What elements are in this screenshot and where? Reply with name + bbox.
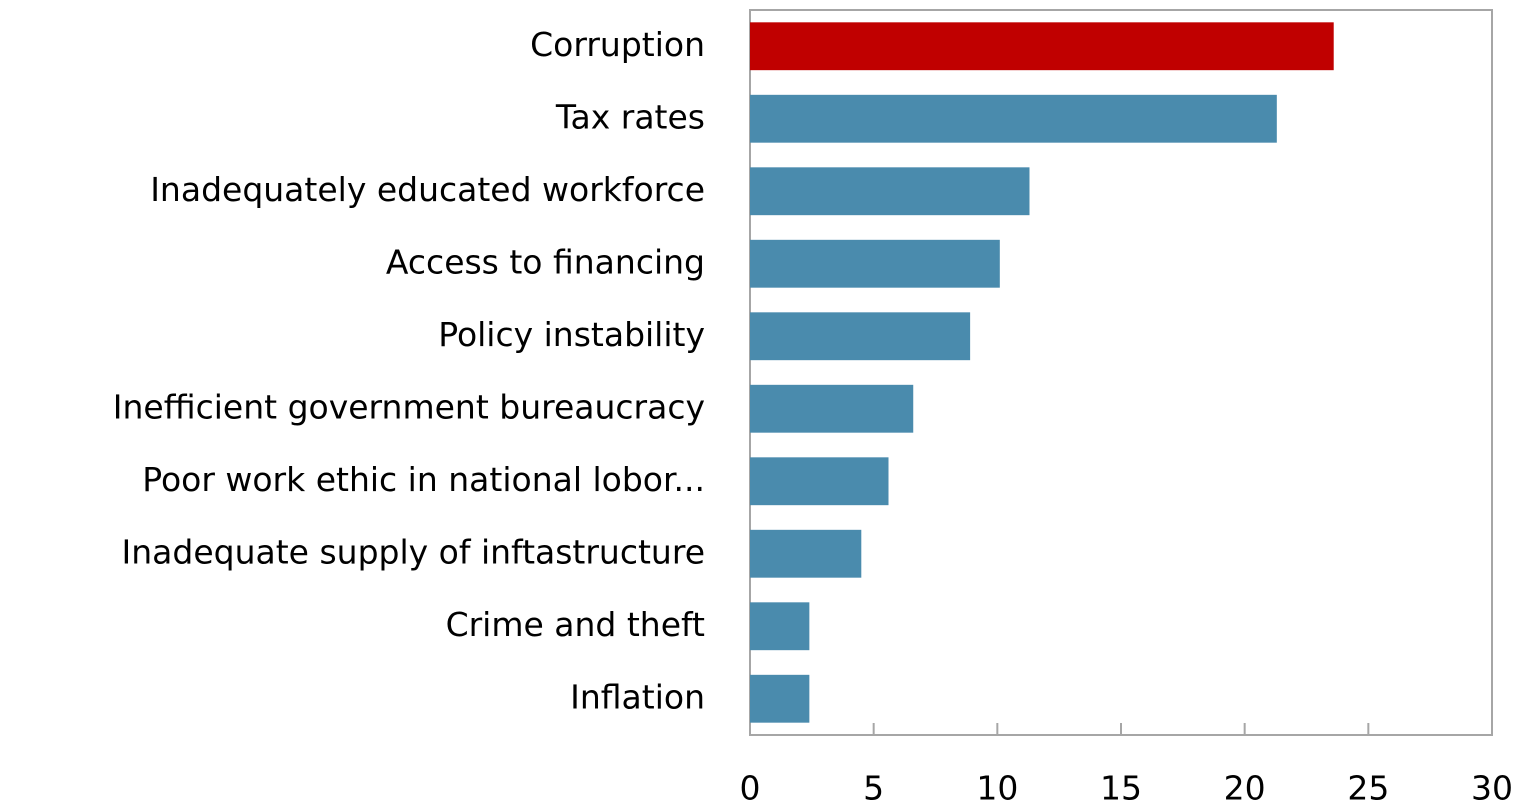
x-tick-label: 5 — [863, 769, 884, 804]
bar — [750, 529, 862, 578]
bar — [750, 312, 971, 361]
bar — [750, 674, 810, 723]
x-tick-label: 30 — [1471, 769, 1513, 804]
bar — [750, 384, 914, 433]
bar — [750, 94, 1277, 143]
x-tick-label: 15 — [1100, 769, 1142, 804]
bar — [750, 602, 810, 651]
bar — [750, 457, 889, 506]
y-tick-label: Policy instability — [438, 315, 705, 354]
y-tick-label: Inefficient government bureaucracy — [113, 387, 705, 426]
y-tick-label: Poor work ethic in national lobor... — [142, 460, 705, 499]
x-tick-label: 10 — [976, 769, 1018, 804]
y-tick-label: Inadequately educated workforce — [150, 170, 705, 209]
y-tick-label: Access to financing — [386, 242, 705, 281]
y-tick-label: Crime and theft — [446, 605, 705, 644]
x-tick-label: 20 — [1224, 769, 1266, 804]
x-tick-label: 0 — [740, 769, 761, 804]
bar — [750, 239, 1000, 288]
y-tick-label: Inflation — [570, 677, 705, 716]
y-tick-label: Corruption — [530, 25, 705, 64]
y-tick-label: Tax rates — [555, 97, 705, 136]
y-tick-label: Inadequate supply of inftastructure — [122, 532, 705, 571]
bar — [750, 167, 1030, 216]
bar — [750, 22, 1334, 71]
x-tick-label: 25 — [1347, 769, 1389, 804]
